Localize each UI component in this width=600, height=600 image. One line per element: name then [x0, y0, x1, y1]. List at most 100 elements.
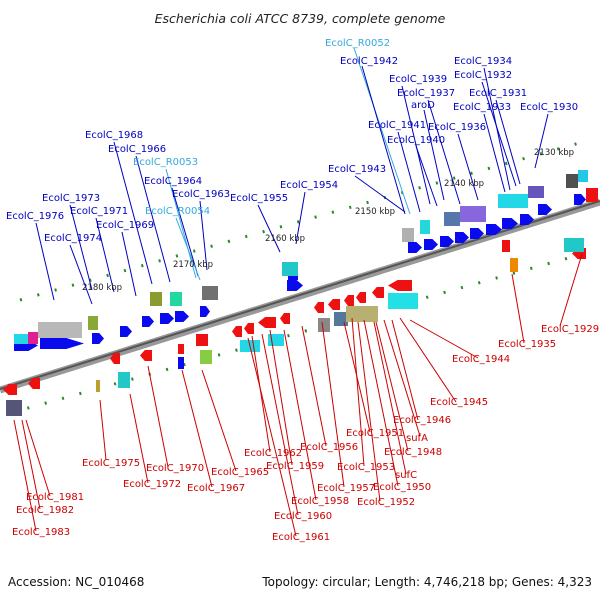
gene-label[interactable]: EcolC_1983	[12, 527, 70, 538]
label-connector-line	[283, 329, 317, 501]
reverse-gene-arrow	[232, 326, 242, 337]
feature-box	[150, 292, 162, 306]
genome-summary-text: Topology: circular; Length: 4,746,218 bp…	[261, 575, 592, 589]
feature-box	[388, 293, 418, 309]
label-connector-line	[247, 337, 297, 537]
gene-label[interactable]: EcolC_1944	[452, 354, 510, 365]
gene-label[interactable]: EcolC_1965	[211, 467, 269, 478]
gene-label[interactable]: EcolC_1940	[387, 135, 445, 146]
label-connector-line	[409, 319, 479, 359]
coordinate-label: 2180 kbp	[82, 283, 122, 293]
gene-label[interactable]: EcolC_R0053	[133, 157, 198, 168]
gene-label[interactable]: EcolC_1963	[172, 189, 230, 200]
gene-label[interactable]: EcolC_1943	[328, 164, 386, 175]
gene-label[interactable]: EcolC_R0052	[325, 38, 390, 49]
gene-label[interactable]: EcolC_1968	[85, 130, 143, 141]
gene-label[interactable]: EcolC_1933	[453, 102, 511, 113]
label-connector-line	[99, 399, 107, 461]
label-connector-line	[373, 321, 407, 475]
forward-gene-arrow	[120, 326, 132, 337]
reverse-gene-arrow	[328, 299, 340, 310]
gene-label[interactable]: EcolC_1967	[187, 483, 245, 494]
label-connector-line	[129, 393, 149, 484]
gene-label[interactable]: EcolC_1962	[244, 448, 302, 459]
feature-box	[178, 344, 184, 354]
forward-gene-arrow	[486, 224, 502, 235]
gene-label[interactable]: EcolC_1937	[397, 88, 455, 99]
gene-label[interactable]: EcolC_1982	[16, 505, 74, 516]
reverse-gene-arrow	[280, 313, 290, 324]
gene-label[interactable]: EcolC_1948	[384, 447, 442, 458]
gene-label[interactable]: EcolC_1932	[454, 70, 512, 81]
gene-label[interactable]: EcolC_1953	[337, 462, 395, 473]
forward-gene-arrow	[408, 242, 422, 253]
gene-label[interactable]: sufC	[395, 470, 417, 481]
gene-label[interactable]: EcolC_1973	[42, 193, 100, 204]
gene-label[interactable]: EcolC_1975	[82, 458, 140, 469]
gene-label[interactable]: EcolC_1945	[430, 397, 488, 408]
gene-label[interactable]: sufA	[406, 433, 428, 444]
feature-box	[282, 262, 298, 276]
forward-gene-arrow	[92, 333, 104, 344]
features-layer	[3, 170, 598, 416]
gene-label[interactable]: EcolC_1950	[373, 482, 431, 493]
reverse-gene-arrow	[140, 350, 152, 361]
gene-label[interactable]: EcolC_1957	[317, 483, 375, 494]
gene-label[interactable]: EcolC_1951	[346, 428, 404, 439]
gene-label[interactable]: EcolC_1930	[520, 102, 578, 113]
gene-label[interactable]: EcolC_1955	[230, 193, 288, 204]
gene-label[interactable]: EcolC_1976	[6, 211, 64, 222]
feature-box	[346, 306, 378, 322]
feature-box	[420, 220, 430, 234]
gene-label[interactable]: EcolC_1971	[70, 206, 128, 217]
gene-label[interactable]: EcolC_1972	[123, 479, 181, 490]
label-connector-line	[95, 217, 115, 293]
gene-label[interactable]: EcolC_1970	[146, 463, 204, 474]
label-connector-line	[121, 231, 137, 297]
label-connector-line	[353, 47, 411, 215]
gene-label[interactable]: EcolC_1959	[266, 461, 324, 472]
gene-label[interactable]: EcolC_1974	[44, 233, 102, 244]
gene-label[interactable]: EcolC_1942	[340, 56, 398, 67]
feature-box	[200, 350, 212, 364]
gene-label[interactable]: EcolC_1941	[368, 120, 426, 131]
label-connector-line	[269, 329, 293, 466]
gene-label[interactable]: EcolC_1952	[357, 497, 415, 508]
gene-label[interactable]: EcolC_1981	[26, 492, 84, 503]
label-connector-line	[165, 168, 197, 279]
gene-label[interactable]: EcolC_1958	[291, 496, 349, 507]
gene-label[interactable]: EcolC_1936	[428, 122, 486, 133]
gene-label[interactable]: EcolC_1969	[96, 220, 154, 231]
gene-label[interactable]: EcolC_1939	[389, 74, 447, 85]
feature-box	[96, 380, 100, 392]
gene-label[interactable]: EcolC_1961	[272, 532, 330, 543]
label-connector-line	[295, 191, 306, 245]
gene-label[interactable]: EcolC_1934	[454, 56, 512, 67]
gene-label[interactable]: EcolC_R0054	[145, 206, 210, 217]
feature-box	[528, 186, 544, 198]
label-connectors	[13, 47, 583, 537]
gene-label[interactable]: EcolC_1931	[469, 88, 527, 99]
gene-label[interactable]: aroD	[411, 100, 435, 111]
feature-box	[38, 322, 82, 338]
forward-gene-arrow	[440, 236, 454, 247]
label-connector-line	[261, 333, 299, 516]
gene-label[interactable]: EcolC_1956	[300, 442, 358, 453]
feature-box	[14, 334, 28, 344]
coordinate-label: 2170 kbp	[173, 260, 213, 270]
feature-box	[334, 312, 348, 326]
gene-label[interactable]: EcolC_1960	[274, 511, 332, 522]
gene-label[interactable]: EcolC_1946	[393, 415, 451, 426]
gene-label[interactable]: EcolC_1954	[280, 180, 338, 191]
feature-box	[28, 332, 38, 344]
label-connector-line	[171, 187, 199, 277]
gene-label[interactable]: EcolC_1929	[541, 324, 599, 335]
gene-label[interactable]: EcolC_1964	[144, 176, 202, 187]
feature-box	[178, 357, 184, 369]
gene-label[interactable]: EcolC_1935	[498, 339, 556, 350]
feature-box	[118, 372, 130, 388]
forward-gene-arrow	[470, 228, 484, 239]
gene-label[interactable]: EcolC_1966	[108, 144, 166, 155]
feature-box	[268, 334, 284, 346]
